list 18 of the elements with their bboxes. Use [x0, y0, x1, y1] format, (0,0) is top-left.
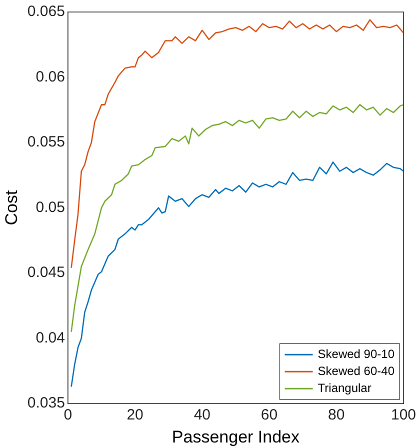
- x-tick-label: 60: [260, 406, 278, 424]
- x-tick-label: 80: [328, 406, 345, 424]
- x-axis-title: Passenger Index: [172, 427, 300, 446]
- x-tick-label: 0: [64, 406, 72, 424]
- legend-label: Skewed 90-10: [318, 346, 395, 361]
- y-tick-label: 0.065: [27, 3, 65, 20]
- legend-label: Triangular: [318, 380, 372, 395]
- x-tick-label: 40: [194, 406, 210, 424]
- y-tick-label: 0.055: [27, 134, 65, 151]
- y-tick-label: 0.035: [27, 394, 65, 412]
- y-tick-label: 0.045: [27, 264, 65, 282]
- x-tick-label: 100: [390, 406, 416, 424]
- x-tick-label: 20: [126, 406, 144, 424]
- y-tick-label: 0.04: [36, 329, 65, 346]
- y-tick-label: 0.06: [36, 68, 65, 86]
- legend-label: Skewed 60-40: [318, 364, 395, 378]
- y-tick-label: 0.05: [36, 198, 65, 216]
- y-axis-title: Cost: [2, 190, 21, 226]
